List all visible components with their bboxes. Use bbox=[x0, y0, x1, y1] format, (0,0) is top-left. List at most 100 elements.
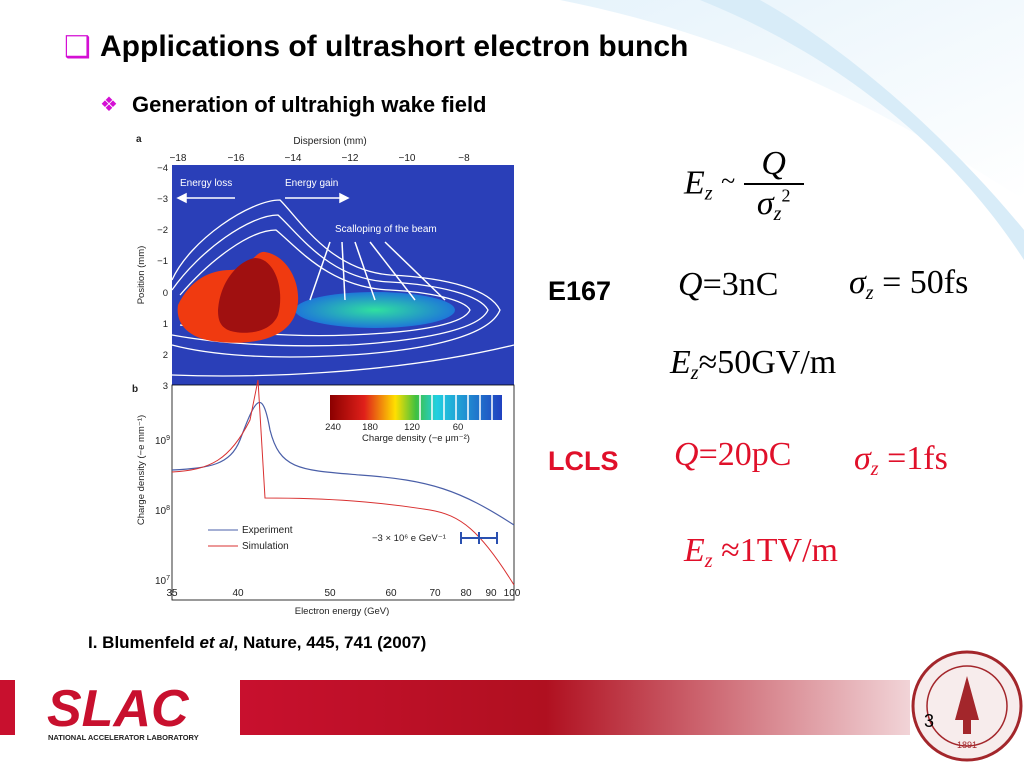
footer-band bbox=[240, 680, 920, 735]
x-tick-label: −18 bbox=[170, 153, 187, 164]
colorbar-label: Charge density (−e μm⁻²) bbox=[362, 433, 470, 444]
x-tick-label: −12 bbox=[342, 153, 359, 164]
eq-lhs: E bbox=[684, 164, 705, 202]
x-tick-label: −8 bbox=[458, 153, 470, 164]
y-tick-label: 108 bbox=[155, 505, 170, 517]
eq-rhs: 50fs bbox=[909, 264, 969, 301]
colorbar-tick-label: 180 bbox=[362, 422, 378, 433]
x-tick-label: 80 bbox=[460, 588, 472, 599]
eq-den: σ bbox=[756, 185, 774, 222]
eq-num: Q bbox=[743, 145, 804, 185]
tick-base: 10 bbox=[155, 436, 167, 447]
error-bar bbox=[460, 532, 498, 544]
eq-rel: = bbox=[698, 436, 718, 473]
x-tick-label: 90 bbox=[485, 588, 497, 599]
eq-lhs: Q bbox=[674, 436, 699, 473]
tick-exp: 8 bbox=[166, 505, 170, 512]
y-tick-label: −4 bbox=[157, 163, 168, 174]
panel-label: a bbox=[136, 134, 142, 145]
x-axis-label: Electron energy (GeV) bbox=[295, 606, 390, 616]
seal-year: 1891 bbox=[957, 740, 977, 750]
eq-den-sub: z bbox=[773, 203, 782, 225]
tick-base: 10 bbox=[155, 576, 167, 587]
eq-sub: z bbox=[865, 282, 874, 304]
eq-sub: z bbox=[704, 550, 713, 572]
citation-etal: et al bbox=[199, 633, 234, 652]
eq-sub: z bbox=[870, 458, 879, 480]
bullet: ❑ bbox=[64, 31, 91, 64]
eq-lhs: Q bbox=[678, 266, 703, 303]
annotation: Energy loss bbox=[180, 178, 232, 189]
y-tick-label: −2 bbox=[157, 225, 168, 236]
annotation: Scalloping of the beam bbox=[335, 224, 437, 235]
e167-label: E167 bbox=[548, 276, 612, 306]
experiment-curve bbox=[171, 401, 515, 526]
eq-rel: ~ bbox=[721, 166, 736, 196]
y-tick-label: 1 bbox=[163, 319, 168, 330]
eq-q: Q=3nC bbox=[674, 266, 783, 304]
panel-label: b bbox=[132, 384, 138, 395]
colorbar-tick-label: 120 bbox=[404, 422, 420, 433]
y-tick-label: 3 bbox=[163, 381, 168, 392]
eq-rhs: 1TV/m bbox=[739, 532, 838, 569]
x-tick-label: 35 bbox=[166, 588, 178, 599]
slac-logo: SLAC bbox=[47, 680, 190, 738]
annotation: −3 × 10⁶ e GeV⁻¹ bbox=[372, 533, 446, 544]
x-tick-label: −16 bbox=[228, 153, 245, 164]
y-tick-label: −3 bbox=[157, 194, 168, 205]
eq-rel: = bbox=[702, 266, 722, 303]
citation-authors: I. Blumenfeld bbox=[88, 633, 200, 652]
seal-ring bbox=[926, 665, 1008, 747]
y-axis-label: Position (mm) bbox=[136, 246, 147, 305]
eq-rel: ≈ bbox=[698, 344, 718, 381]
eq-field: Ez≈50GV/m bbox=[666, 344, 841, 385]
subtitle: ❖ Generation of ultrahigh wake field bbox=[100, 92, 487, 118]
title: ❑ Applications of ultrashort electron bun… bbox=[64, 30, 688, 64]
y-axis-label: Charge density (−e mm⁻¹) bbox=[136, 415, 147, 525]
contours bbox=[171, 199, 515, 377]
eq-rel: ≈ bbox=[721, 532, 740, 569]
x-tick-label: 50 bbox=[324, 588, 336, 599]
y-tick-label: 2 bbox=[163, 350, 168, 361]
footer-bar bbox=[0, 680, 15, 735]
x-tick-label: 60 bbox=[385, 588, 397, 599]
y-tick-label: 109 bbox=[155, 435, 170, 447]
subtitle-text: Generation of ultrahigh wake field bbox=[132, 92, 487, 117]
eq-field: Ez ≈1TV/m bbox=[680, 532, 842, 573]
eq-rhs: 50GV/m bbox=[717, 344, 837, 381]
eq-rhs: 3nC bbox=[721, 266, 779, 303]
bullet: ❖ bbox=[100, 94, 118, 116]
tick-exp: 9 bbox=[166, 435, 170, 442]
x-tick-label: 100 bbox=[504, 588, 521, 599]
y-tick-label: 0 bbox=[163, 288, 168, 299]
colorbar-stripes bbox=[419, 395, 493, 420]
x-tick-label: −10 bbox=[399, 153, 416, 164]
y-tick-label: 107 bbox=[155, 575, 170, 587]
citation: I. Blumenfeld et al, Nature, 445, 741 (2… bbox=[88, 633, 426, 653]
annotation: Energy gain bbox=[285, 178, 338, 189]
x-axis-label: Dispersion (mm) bbox=[293, 136, 366, 147]
lcls-label: LCLS bbox=[548, 446, 619, 476]
x-tick-label: 40 bbox=[232, 588, 244, 599]
slac-lab: NATIONAL ACCELERATOR LABORATORY bbox=[48, 733, 199, 742]
eq-lhs: E bbox=[670, 344, 691, 381]
eq-rel: = bbox=[887, 440, 907, 477]
plot-b-frame bbox=[171, 384, 515, 601]
colorbar bbox=[330, 395, 502, 420]
simulation-curve bbox=[171, 379, 515, 586]
eq-den-exp: 2 bbox=[781, 185, 791, 206]
tick-exp: 7 bbox=[166, 575, 170, 582]
eq-sub: z bbox=[690, 362, 699, 384]
x-tick-label: −14 bbox=[285, 153, 302, 164]
eq-sub: z bbox=[704, 182, 713, 205]
colorbar-tick-label: 240 bbox=[325, 422, 341, 433]
eq-lhs: E bbox=[684, 532, 705, 569]
page-number: 3 bbox=[924, 711, 934, 731]
eq-rhs: 1fs bbox=[906, 440, 948, 477]
legend-label: Experiment bbox=[242, 525, 293, 536]
eq-rhs: 20pC bbox=[717, 436, 792, 473]
eq-rel: = bbox=[882, 264, 902, 301]
figure: a Dispersion (mm) −18 −16 −14 −12 −10 −8 −4 −3 −2 −… bbox=[130, 130, 526, 616]
